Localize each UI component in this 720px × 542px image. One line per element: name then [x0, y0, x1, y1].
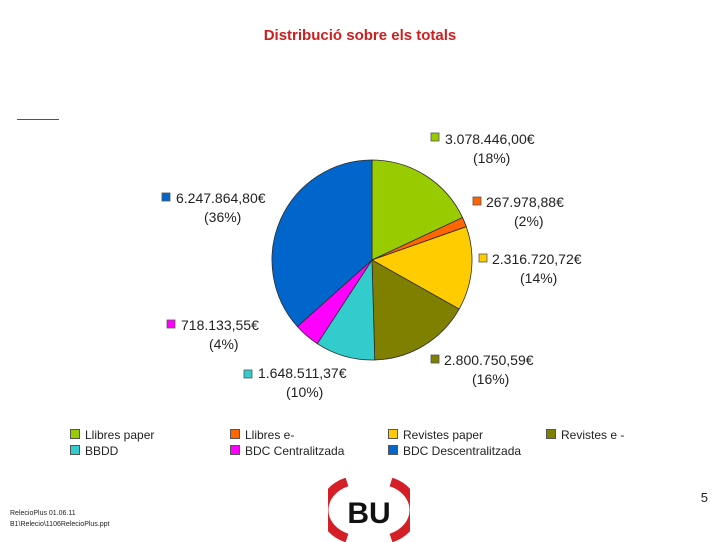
legend-swatch: [546, 429, 556, 439]
footer-file-info: RelecioPlus 01.06.11 B1\Relecio\1106Rele…: [10, 508, 110, 530]
legend-item-llibres-e: Llibres e-: [230, 428, 294, 442]
data-label-value: 3.078.446,00€: [445, 131, 535, 147]
legend-item-bdc-descentralitzada: BDC Descentralitzada: [388, 444, 521, 458]
data-label-value: 2.800.750,59€: [444, 352, 534, 368]
decorative-divider: [17, 119, 59, 120]
pie-slice-revistes-e: [371, 259, 460, 361]
bu-logo: BU: [328, 478, 410, 542]
data-label-percent: (2%): [514, 213, 544, 229]
legend-label: Llibres paper: [85, 428, 155, 442]
legend-label: BDC Descentralitzada: [403, 444, 522, 458]
data-label-value: 1.648.511,37€: [258, 365, 347, 381]
data-label-percent: (18%): [473, 150, 510, 166]
data-label-swatch: [478, 253, 488, 263]
footer-line: B1\Relecio\1106RelecioPlus.ppt: [10, 521, 110, 528]
data-label-percent: (36%): [204, 209, 241, 225]
data-label-swatch: [161, 192, 171, 202]
pie-slice-llibres-paper: [371, 159, 464, 261]
data-label-swatch: [430, 354, 440, 364]
data-label-percent: (16%): [472, 371, 509, 387]
legend-label: Revistes e -: [561, 428, 625, 442]
data-label-percent: (14%): [520, 270, 557, 286]
legend-label: Llibres e-: [245, 428, 295, 442]
pie-chart: 3.078.446,00€ (18%) 267.978,88€ (2%) 2.316.7…: [161, 131, 582, 400]
data-label-value: 2.316.720,72€: [492, 251, 582, 267]
data-label-percent: (4%): [209, 336, 239, 352]
legend-swatch: [70, 445, 80, 455]
data-label-value: 267.978,88€: [486, 194, 564, 210]
page-number: 5: [700, 490, 708, 505]
legend-swatch: [388, 429, 398, 439]
legend-swatch: [388, 445, 398, 455]
legend-item-llibres-paper: Llibres paper: [70, 428, 154, 442]
legend-item-revistes-paper: Revistes paper: [388, 428, 483, 442]
legend-item-bbdd: BBDD: [70, 444, 118, 458]
legend-label: BBDD: [85, 444, 119, 458]
data-label-value: 718.133,55€: [181, 317, 259, 333]
pie-slice-revistes-paper: [371, 226, 473, 310]
legend-swatch: [230, 429, 240, 439]
page-title: Distribució sobre els totals: [263, 27, 457, 44]
data-label-swatch: [430, 132, 440, 142]
legend-swatch: [70, 429, 80, 439]
data-label-swatch: [472, 196, 482, 206]
data-label-percent: (10%): [286, 384, 323, 400]
data-label-swatch: [243, 369, 253, 379]
legend-label: Revistes paper: [403, 428, 484, 442]
data-label-swatch: [166, 319, 176, 329]
legend-item-revistes-e: Revistes e -: [546, 428, 624, 442]
pie-slice-bdc-descentralitzada: [271, 159, 373, 328]
data-label-value: 6.247.864,80€: [176, 190, 266, 206]
legend-label: BDC Centralitzada: [245, 444, 345, 458]
legend-swatch: [230, 445, 240, 455]
logo-text: BU: [347, 497, 390, 530]
footer-line: RelecioPlus 01.06.11: [10, 510, 76, 517]
legend-item-bdc-centralitzada: BDC Centralitzada: [230, 444, 344, 458]
